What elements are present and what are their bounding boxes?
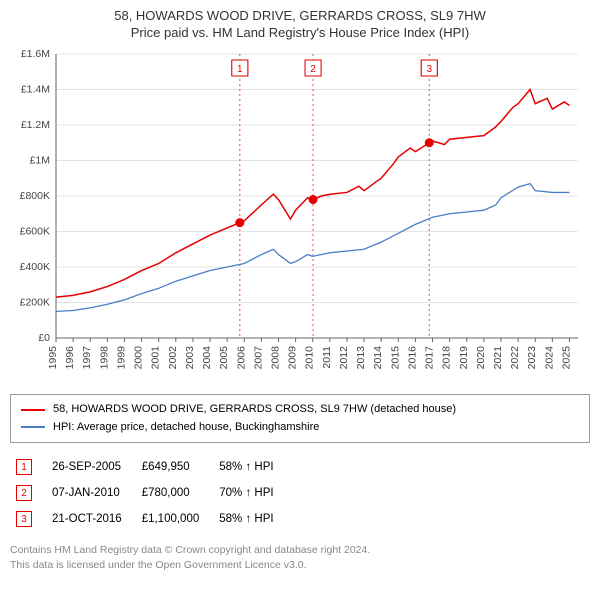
sale-marker-box: 2 (16, 485, 32, 501)
legend-swatch (21, 409, 45, 411)
svg-text:2004: 2004 (201, 346, 213, 370)
svg-text:2019: 2019 (458, 346, 470, 370)
footer-attribution: Contains HM Land Registry data © Crown c… (10, 543, 590, 572)
sale-price: £780,000 (138, 481, 214, 505)
svg-text:1999: 1999 (115, 346, 127, 370)
svg-text:2021: 2021 (492, 346, 504, 370)
svg-text:1995: 1995 (47, 346, 59, 370)
svg-text:3: 3 (426, 64, 432, 75)
sales-row: 1 26-SEP-2005£649,95058% ↑ HPI (12, 455, 288, 479)
legend: 58, HOWARDS WOOD DRIVE, GERRARDS CROSS, … (10, 394, 590, 443)
sale-price: £649,950 (138, 455, 214, 479)
svg-text:£800K: £800K (20, 190, 50, 202)
svg-text:2008: 2008 (269, 346, 281, 370)
svg-text:£1.4M: £1.4M (21, 84, 50, 96)
sales-row: 2 07-JAN-2010£780,00070% ↑ HPI (12, 481, 288, 505)
svg-text:2016: 2016 (406, 346, 418, 370)
svg-text:2011: 2011 (321, 346, 333, 369)
sale-delta: 70% ↑ HPI (215, 481, 287, 505)
svg-text:2001: 2001 (150, 346, 162, 370)
svg-text:£1.2M: £1.2M (21, 119, 50, 131)
svg-text:2013: 2013 (355, 346, 367, 370)
svg-text:2024: 2024 (543, 346, 555, 370)
svg-text:£200K: £200K (20, 297, 50, 309)
legend-row: 58, HOWARDS WOOD DRIVE, GERRARDS CROSS, … (21, 401, 579, 419)
sale-delta: 58% ↑ HPI (215, 455, 287, 479)
chart-svg: £0 £200K £400K £600K £800K £1M £1.2M £1.4M £1.6M… (8, 46, 588, 386)
svg-text:£600K: £600K (20, 226, 50, 238)
sales-row: 3 21-OCT-2016£1,100,00058% ↑ HPI (12, 507, 288, 531)
svg-text:2018: 2018 (441, 346, 453, 370)
svg-text:2012: 2012 (338, 346, 350, 370)
svg-text:£1.6M: £1.6M (21, 48, 50, 60)
svg-text:2: 2 (310, 64, 316, 75)
legend-row: HPI: Average price, detached house, Buck… (21, 419, 579, 437)
sale-marker-box: 1 (16, 459, 32, 475)
svg-text:1: 1 (237, 64, 243, 75)
title-line-1: 58, HOWARDS WOOD DRIVE, GERRARDS CROSS, … (8, 8, 592, 23)
sale-price: £1,100,000 (138, 507, 214, 531)
legend-label: 58, HOWARDS WOOD DRIVE, GERRARDS CROSS, … (53, 401, 456, 419)
sale-marker-box: 3 (16, 511, 32, 527)
sale-date: 21-OCT-2016 (48, 507, 136, 531)
svg-text:1996: 1996 (64, 346, 76, 370)
svg-text:£1M: £1M (30, 155, 50, 167)
svg-text:2015: 2015 (389, 346, 401, 370)
svg-text:1998: 1998 (98, 346, 110, 370)
sale-date: 26-SEP-2005 (48, 455, 136, 479)
svg-text:2020: 2020 (475, 346, 487, 370)
svg-text:2007: 2007 (252, 346, 264, 370)
svg-text:2003: 2003 (184, 346, 196, 370)
legend-swatch (21, 426, 45, 428)
footer-line-1: Contains HM Land Registry data © Crown c… (10, 543, 590, 558)
svg-text:2009: 2009 (287, 346, 299, 370)
svg-text:2025: 2025 (560, 346, 572, 370)
svg-text:2022: 2022 (509, 346, 521, 370)
svg-text:£400K: £400K (20, 261, 50, 273)
svg-text:2002: 2002 (167, 346, 179, 370)
svg-text:2014: 2014 (372, 346, 384, 370)
price-chart: £0 £200K £400K £600K £800K £1M £1.2M £1.4M £1.6M… (8, 46, 588, 386)
svg-text:2006: 2006 (235, 346, 247, 370)
svg-text:£0: £0 (38, 332, 50, 344)
svg-text:2010: 2010 (304, 346, 316, 370)
chart-title-block: 58, HOWARDS WOOD DRIVE, GERRARDS CROSS, … (8, 8, 592, 40)
svg-text:2023: 2023 (526, 346, 538, 370)
sale-delta: 58% ↑ HPI (215, 507, 287, 531)
footer-line-2: This data is licensed under the Open Gov… (10, 558, 590, 573)
title-line-2: Price paid vs. HM Land Registry's House … (8, 25, 592, 40)
svg-text:1997: 1997 (81, 346, 93, 370)
legend-label: HPI: Average price, detached house, Buck… (53, 419, 319, 437)
sales-table: 126-SEP-2005£649,95058% ↑ HPI207-JAN-201… (10, 453, 290, 533)
sale-date: 07-JAN-2010 (48, 481, 136, 505)
svg-text:2000: 2000 (133, 346, 145, 370)
svg-text:2005: 2005 (218, 346, 230, 370)
svg-text:2017: 2017 (424, 346, 436, 370)
